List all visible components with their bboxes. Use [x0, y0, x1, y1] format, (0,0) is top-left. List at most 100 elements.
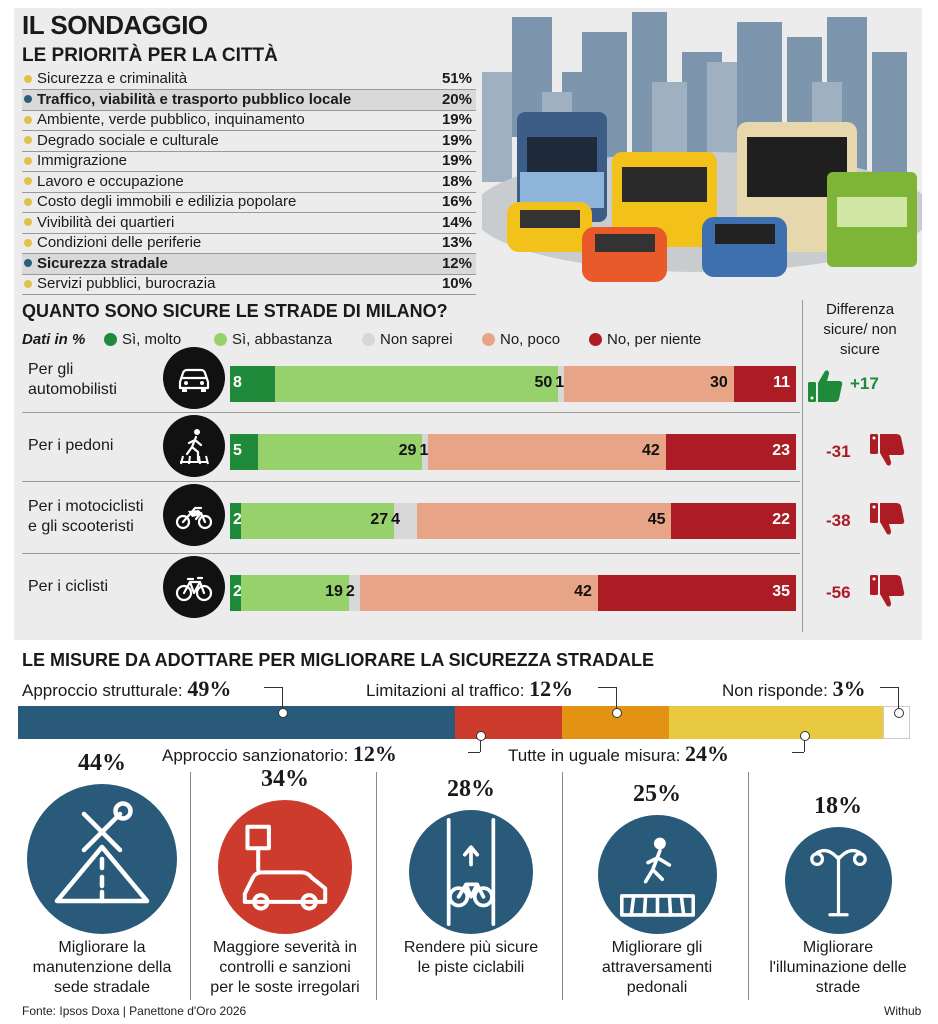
bullet-dot-icon [24, 218, 32, 227]
bullet-dot-icon [24, 156, 32, 165]
legend-label: Sì, abbastanza [232, 331, 333, 348]
priority-value: 51% [441, 70, 472, 87]
measure-column: 44% Migliorare la manutenzione della sede… [14, 750, 190, 1000]
measure-label: Tutte in uguale misura: 24% [508, 741, 729, 767]
difference-value: -38 [826, 511, 851, 530]
measure-description: Migliorare gli attraversamenti pedonali [601, 939, 713, 996]
legend-label: No, per niente [607, 331, 702, 348]
crosswalk-icon [619, 837, 695, 917]
difference-value: +17 [850, 374, 879, 393]
bike-lane-icon [446, 818, 496, 926]
bar-value-label: 42 [574, 583, 592, 600]
measure-name: Non risponde [722, 681, 824, 700]
priority-label: Vivibilità dei quartieri [37, 213, 175, 231]
connector-dot [800, 731, 810, 741]
pedestrian-icon [180, 429, 209, 465]
priority-label: Servizi pubblici, burocrazia [37, 275, 216, 292]
priority-value: 20% [441, 90, 472, 108]
priority-label: Sicurezza e criminalità [37, 70, 188, 87]
measure-value: 3% [832, 676, 866, 701]
measure-description: Migliorare la manutenzione della sede st… [32, 939, 172, 996]
bar-value-label: 50 [534, 374, 553, 391]
measure-description: Maggiore severità in controlli e sanzion… [210, 939, 360, 996]
column-divider [748, 772, 749, 1000]
legend-item-no-per-niente: No, per niente [589, 331, 701, 348]
priority-value: 16% [441, 193, 472, 210]
priority-value: 14% [441, 213, 472, 231]
bar-segment [230, 575, 242, 611]
thumbs-down-icon [870, 503, 905, 535]
priority-row: Traffico, viabilità e trasporto pubblico… [22, 89, 476, 111]
measure-name: Limitazioni al traffico [366, 681, 520, 700]
bar-segment [428, 434, 666, 470]
measure-column: 34% Maggiore severità in controlli e sanz… [192, 766, 378, 1000]
measure-percentage: 18% [814, 793, 862, 819]
road-repair-icon [54, 801, 150, 904]
legend-swatch [214, 333, 227, 346]
priority-label: Sicurezza stradale [37, 254, 168, 272]
connector-dot [278, 708, 288, 718]
bar-value-label: 2 [345, 583, 355, 600]
bar-segment [733, 366, 796, 402]
priority-value: 10% [441, 275, 472, 292]
row-divider [22, 553, 800, 554]
legend-units-note: Dati in % [22, 331, 86, 348]
bar-segment [230, 503, 242, 539]
connector-line [598, 687, 616, 688]
priority-label: Immigrazione [37, 152, 128, 169]
bullet-dot-icon [24, 259, 32, 268]
connector-line [616, 687, 617, 712]
row-divider [22, 412, 800, 413]
measure-segment [18, 706, 456, 739]
bar-value-label: 35 [772, 583, 790, 600]
row-label: Per i pedoni [28, 437, 114, 454]
legend-swatch [482, 333, 495, 346]
bar-value-label: 42 [642, 442, 660, 459]
connector-line [468, 752, 480, 753]
bar-value-label: 23 [772, 442, 790, 459]
priority-row: Immigrazione 19% [22, 151, 476, 172]
bar-segment [416, 503, 672, 539]
bullet-dot-icon [24, 95, 32, 104]
connector-dot [612, 708, 622, 718]
priority-label: Ambiente, verde pubblico, inquinamento [37, 111, 305, 128]
bar-segment [563, 366, 734, 402]
bar-segment [230, 366, 276, 402]
bar-segment [597, 575, 796, 611]
connector-line [480, 736, 481, 752]
bar-segment [665, 434, 796, 470]
stacked-bar: 5 29 1 42 23 [230, 434, 796, 470]
measure-description: Rendere più sicure le piste ciclabili [403, 939, 539, 976]
measure-value: 24% [685, 741, 730, 766]
stacked-bar: 8 50 1 30 11 [230, 366, 796, 402]
connector-line [792, 752, 804, 753]
difference-value: -56 [826, 583, 851, 602]
priority-value: 19% [441, 131, 472, 149]
priority-row: Ambiente, verde pubblico, inquinamento 19… [22, 110, 476, 131]
legend-swatch [104, 333, 117, 346]
bar-segment [258, 434, 423, 470]
column-divider [376, 772, 377, 1000]
bar-value-label: 11 [773, 374, 790, 391]
row-divider [22, 481, 800, 482]
priority-value: 19% [441, 111, 472, 128]
measure-name: Tutte in uguale misura [508, 746, 676, 765]
page-title: IL SONDAGGIO [22, 10, 208, 40]
street-lamp-icon [809, 848, 867, 917]
thumbs-down-icon [870, 575, 905, 607]
city-traffic-illustration [482, 12, 922, 282]
bar-value-label: 29 [398, 442, 417, 459]
measure-circle [27, 784, 177, 934]
connector-line [804, 736, 805, 752]
row-icon-circle [163, 415, 225, 477]
measure-name: Approccio strutturale [22, 681, 178, 700]
bullet-dot-icon [24, 115, 32, 124]
bullet-dot-icon [24, 279, 32, 288]
parking-car-icon [242, 824, 328, 911]
legend-label: Non saprei [380, 331, 453, 348]
priority-row: Costo degli immobili e edilizia popolare… [22, 192, 476, 213]
legend-swatch [362, 333, 375, 346]
priority-row: Servizi pubblici, burocrazia 10% [22, 274, 476, 295]
priority-value: 12% [441, 254, 472, 272]
connector-dot [476, 731, 486, 741]
